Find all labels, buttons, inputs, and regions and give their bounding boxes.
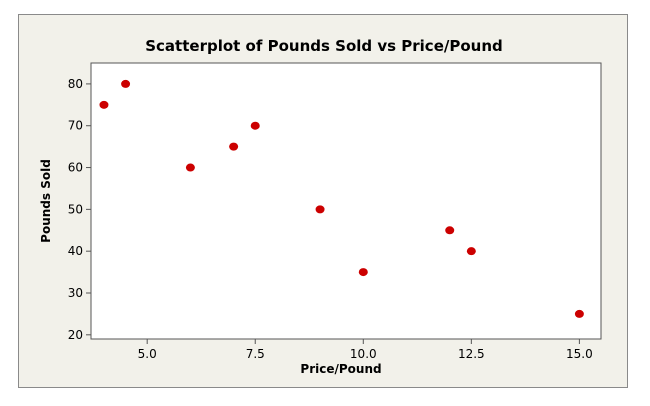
- y-axis-label: Pounds Sold: [39, 159, 53, 243]
- data-point: [229, 142, 239, 151]
- y-tick-label: 60: [68, 161, 83, 175]
- x-tick-label: 15.0: [566, 347, 593, 361]
- y-tick-label: 50: [68, 202, 83, 216]
- data-point: [250, 121, 260, 130]
- data-point: [185, 163, 195, 172]
- data-point: [99, 100, 109, 109]
- x-axis: 5.0 7.5 10.0 12.5 15.0: [138, 339, 593, 361]
- x-axis-label: Price/Pound: [300, 362, 381, 376]
- data-point: [466, 247, 476, 256]
- data-point: [574, 309, 584, 318]
- y-tick-label: 80: [68, 77, 83, 91]
- x-tick-label: 12.5: [458, 347, 485, 361]
- y-tick-label: 40: [68, 244, 83, 258]
- x-tick-label: 7.5: [246, 347, 265, 361]
- y-tick-label: 30: [68, 286, 83, 300]
- data-point: [315, 205, 325, 214]
- plot-area: [90, 62, 602, 340]
- data-point: [121, 79, 131, 88]
- y-axis: 20 30 40 50 60 70 80: [68, 77, 91, 342]
- y-tick-label: 20: [68, 328, 83, 342]
- data-points: [99, 79, 584, 318]
- x-tick-label: 5.0: [138, 347, 157, 361]
- data-point: [358, 268, 368, 277]
- chart-title: Scatterplot of Pounds Sold vs Price/Poun…: [145, 37, 503, 55]
- x-tick-label: 10.0: [350, 347, 377, 361]
- data-point: [445, 226, 455, 235]
- y-tick-label: 70: [68, 119, 83, 133]
